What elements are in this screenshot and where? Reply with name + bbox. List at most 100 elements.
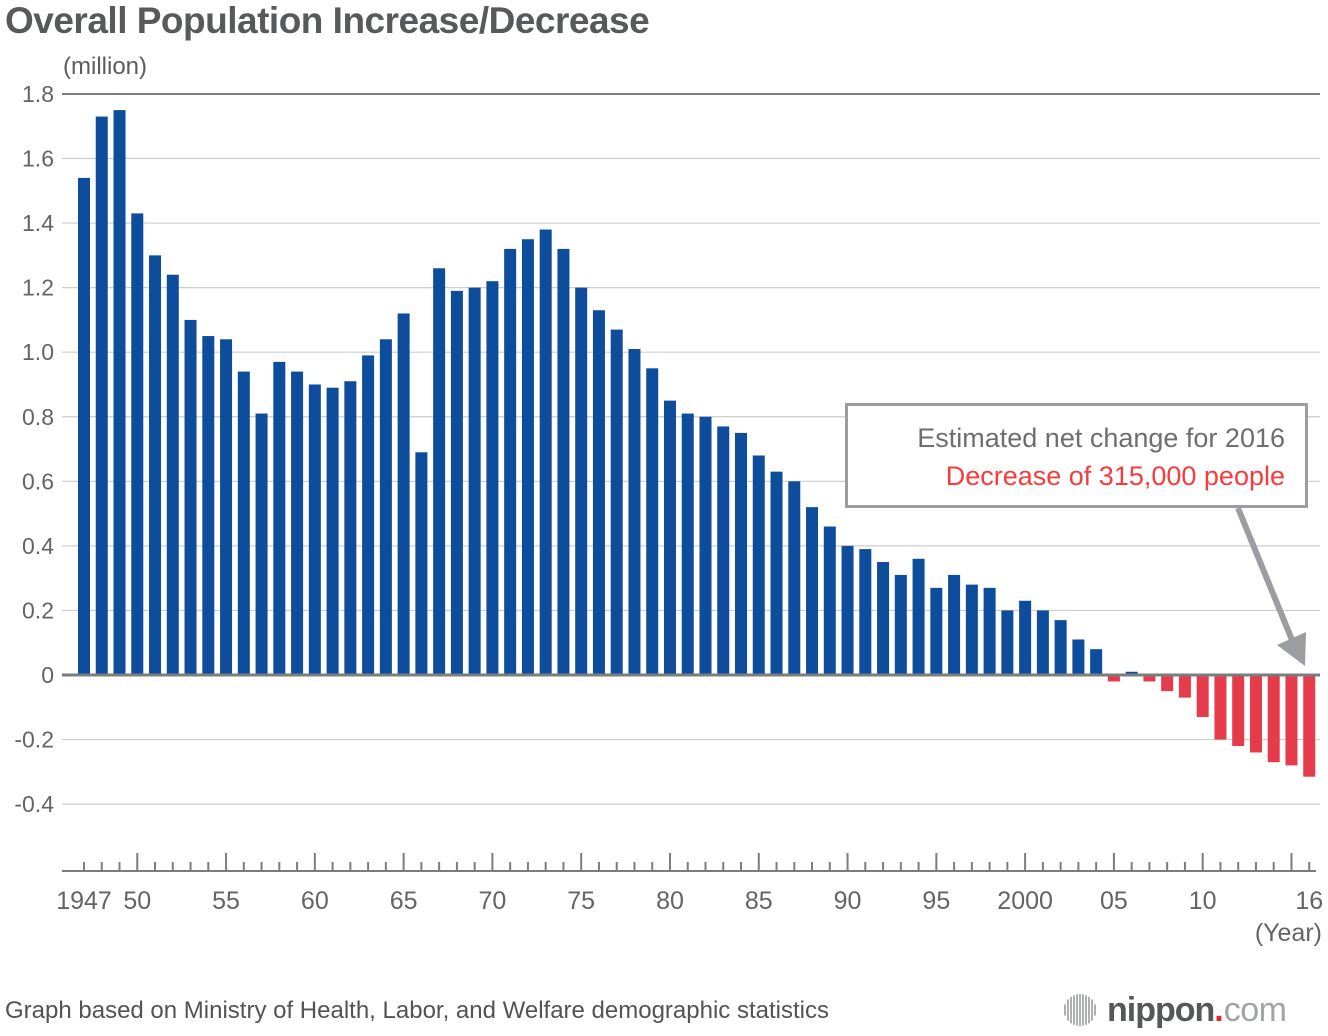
bar <box>735 432 748 675</box>
bar <box>1036 610 1049 675</box>
bar <box>273 361 286 675</box>
bar <box>1054 620 1067 675</box>
y-axis-unit-label: (million) <box>63 53 147 80</box>
bar <box>646 368 659 675</box>
bar <box>1090 649 1103 675</box>
bar <box>237 371 250 675</box>
annotation-line-2: Decrease of 315,000 people <box>945 461 1285 491</box>
y-tick-label: 1.8 <box>22 81 54 107</box>
annotation-arrow <box>1235 506 1306 666</box>
x-axis-labels: 1947 50 55 60 65 70 75 80 85 90 95 2000 05 10 16 (Year) <box>56 887 1323 947</box>
bar <box>1019 600 1032 675</box>
bar <box>539 229 552 675</box>
x-tick-label: 60 <box>301 887 329 915</box>
bar <box>610 329 623 675</box>
x-tick-label: 75 <box>567 887 595 915</box>
bar <box>468 287 481 675</box>
bar <box>1161 675 1174 692</box>
x-tick-label: 65 <box>390 887 418 915</box>
bar <box>1001 610 1014 675</box>
bar <box>504 248 517 676</box>
bar <box>308 384 321 675</box>
bar <box>1267 675 1280 763</box>
bar <box>1107 675 1120 682</box>
x-tick-label: 50 <box>123 887 151 915</box>
bar <box>78 177 90 675</box>
y-tick-label: 0 <box>41 662 54 688</box>
bar <box>859 549 872 675</box>
bar <box>149 255 162 676</box>
bar <box>788 481 801 675</box>
bar <box>379 339 392 675</box>
bar <box>1143 675 1156 682</box>
bar <box>521 239 534 675</box>
source-caption: Graph based on Ministry of Health, Labor… <box>5 997 829 1024</box>
bar <box>1285 675 1298 766</box>
bar <box>433 268 446 675</box>
x-tick-label: 85 <box>745 887 773 915</box>
y-tick-label: 1.0 <box>22 339 54 365</box>
x-tick-label: 2000 <box>997 887 1053 915</box>
y-tick-label: -0.4 <box>14 791 54 817</box>
bar <box>184 319 197 675</box>
bar <box>912 558 925 675</box>
bar <box>202 336 215 675</box>
bar <box>699 416 712 675</box>
x-tick-label: 16 <box>1295 887 1323 915</box>
bar <box>1232 675 1245 747</box>
bar <box>291 371 304 675</box>
x-tick-label: 05 <box>1100 887 1128 915</box>
bar <box>948 574 961 675</box>
bar <box>397 313 410 675</box>
x-tick-label: 70 <box>479 887 507 915</box>
y-axis-labels: 1.8 1.6 1.4 1.2 1.0 0.8 0.6 0.4 0.2 0 -0.2 -0.4 <box>14 81 54 817</box>
x-tick-label: 55 <box>212 887 240 915</box>
arrow-head <box>1277 632 1306 666</box>
y-tick-label: -0.2 <box>14 727 54 753</box>
annotation-box: Estimated net change for 2016 Decrease o… <box>845 403 1308 508</box>
bar <box>752 455 765 675</box>
y-tick-label: 1.4 <box>22 210 54 236</box>
x-tick-label: 95 <box>922 887 950 915</box>
bar <box>841 545 854 675</box>
nippon-logo: nippon. com <box>1064 990 1287 1030</box>
y-tick-label: 1.6 <box>22 146 54 172</box>
annotation-line-1: Estimated net change for 2016 <box>917 423 1285 453</box>
bar <box>450 290 463 675</box>
y-tick-label: 0.4 <box>22 533 54 559</box>
bar <box>415 452 428 675</box>
bar <box>131 213 144 675</box>
bar <box>894 574 907 675</box>
bar <box>823 526 836 675</box>
chart-title: Overall Population Increase/Decrease <box>5 0 650 41</box>
bar <box>877 562 890 675</box>
bars <box>78 110 1316 777</box>
bar <box>557 248 570 676</box>
x-tick-label: 1947 <box>56 887 112 915</box>
x-axis-ruler <box>62 853 1316 872</box>
arrow-line <box>1235 506 1295 642</box>
logo-red-dot: . <box>1214 990 1224 1029</box>
bar <box>255 413 268 675</box>
bar <box>592 310 605 675</box>
bar <box>362 355 375 675</box>
logo-wordmark: nippon <box>1107 990 1215 1029</box>
bar <box>930 587 943 675</box>
bar <box>717 426 730 675</box>
x-tick-label: 10 <box>1189 887 1217 915</box>
bar <box>220 339 233 675</box>
bar <box>344 381 357 675</box>
bar <box>770 471 783 675</box>
bar <box>95 116 108 675</box>
bar <box>1214 675 1227 740</box>
bar <box>1249 675 1262 753</box>
bar <box>166 274 179 675</box>
bar <box>113 110 126 676</box>
x-tick-label: 80 <box>656 887 684 915</box>
bar <box>1072 639 1085 675</box>
y-tick-label: 0.2 <box>22 597 54 623</box>
bar <box>806 507 819 675</box>
bar <box>1196 675 1209 717</box>
x-tick-label: 90 <box>834 887 862 915</box>
